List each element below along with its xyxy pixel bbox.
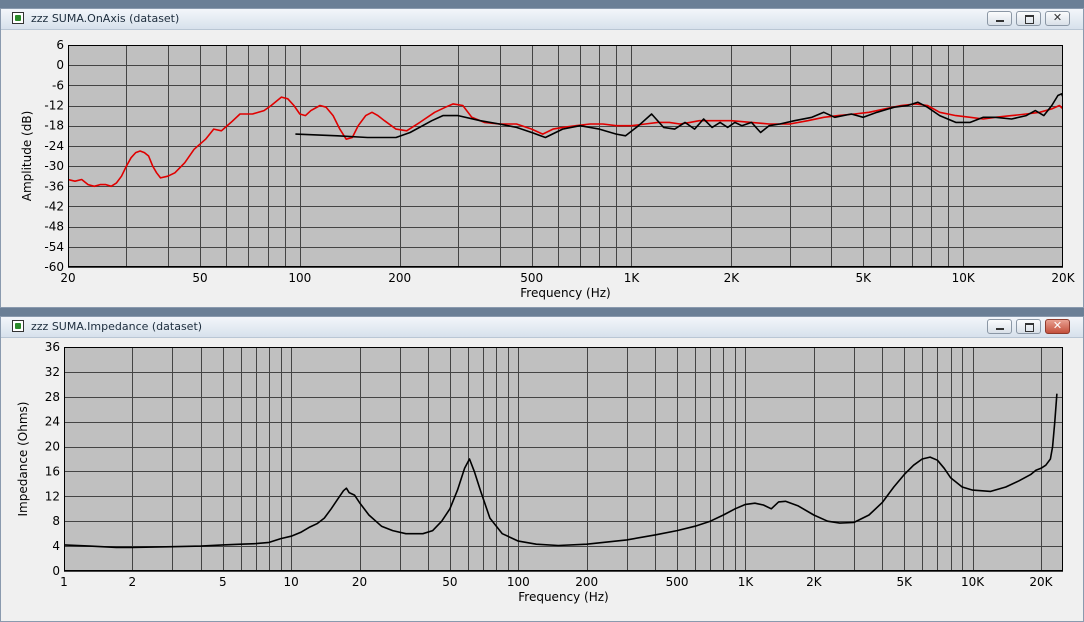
y-tick-label: -36 — [44, 179, 64, 193]
x-tick-label: 5K — [856, 271, 873, 285]
x-tick-label: 20K — [1029, 575, 1053, 589]
black-series-line — [295, 93, 1063, 139]
app-icon[interactable] — [12, 320, 24, 332]
x-tick-label: 2K — [724, 271, 741, 285]
maximize-button[interactable] — [1016, 319, 1041, 334]
x-tick-label: 100 — [507, 575, 530, 589]
x-tick-label: 500 — [520, 271, 543, 285]
x-tick-label: 200 — [388, 271, 411, 285]
y-tick-label: -24 — [44, 139, 64, 153]
plot-area — [68, 45, 1063, 267]
window-title: zzz SUMA.OnAxis (dataset) — [31, 12, 180, 25]
y-tick-label: 8 — [52, 514, 60, 528]
series-group — [64, 393, 1058, 549]
y-tick-label: 32 — [45, 365, 60, 379]
x-tick-label: 20 — [60, 271, 75, 285]
x-tick-label: 10 — [284, 575, 299, 589]
y-tick-label: -18 — [44, 119, 64, 133]
x-tick-label: 50 — [442, 575, 457, 589]
x-tick-label: 1 — [60, 575, 68, 589]
x-tick-label: 50 — [192, 271, 207, 285]
close-icon: ✕ — [1052, 319, 1063, 332]
app-icon[interactable] — [12, 12, 24, 24]
y-axis-label: Impedance (Ohms) — [16, 402, 30, 517]
minimize-icon — [996, 328, 1004, 330]
y-tick-labels: 36 32 28 24 20 16 12 8 4 0 — [45, 340, 60, 578]
y-tick-label: -48 — [44, 220, 64, 234]
y-tick-label: 36 — [45, 340, 60, 354]
y-tick-label: 20 — [45, 440, 60, 454]
close-button[interactable]: ✕ — [1045, 11, 1070, 26]
minimize-button[interactable] — [987, 319, 1012, 334]
x-tick-labels: 1 2 5 10 20 50 100 200 500 1K 2K 5K 10K 20K — [60, 575, 1054, 589]
y-tick-label: 0 — [52, 564, 60, 578]
y-tick-label: -42 — [44, 199, 64, 213]
impedance-window: zzz SUMA.Impedance (dataset) ✕ 36 32 28 24 2… — [0, 316, 1084, 622]
window-title: zzz SUMA.Impedance (dataset) — [31, 320, 203, 333]
x-tick-label: 5K — [896, 575, 913, 589]
y-axis-label: Amplitude (dB) — [20, 111, 34, 202]
y-tick-label: -12 — [44, 99, 64, 113]
plot-border — [64, 347, 1063, 571]
x-tick-label: 2 — [129, 575, 137, 589]
x-tick-label: 2K — [806, 575, 823, 589]
x-tick-label: 100 — [288, 271, 311, 285]
black-series-line — [64, 393, 1058, 549]
y-tick-label: -54 — [44, 240, 64, 254]
minimize-icon — [996, 20, 1004, 22]
y-tick-label: -6 — [52, 78, 64, 92]
title-bar[interactable]: zzz SUMA.OnAxis (dataset) ✕ — [1, 9, 1083, 30]
y-tick-label: 0 — [56, 58, 64, 72]
close-icon: ✕ — [1052, 11, 1063, 24]
x-tick-label: 10K — [961, 575, 985, 589]
close-button[interactable]: ✕ — [1045, 319, 1070, 334]
y-tick-label: 24 — [45, 415, 60, 429]
onaxis-window: zzz SUMA.OnAxis (dataset) ✕ 6 0 -6 -12 -18 -2… — [0, 8, 1084, 308]
x-tick-label: 10K — [952, 271, 976, 285]
y-tick-label: 6 — [56, 38, 64, 52]
y-tick-label: 28 — [45, 390, 60, 404]
title-bar[interactable]: zzz SUMA.Impedance (dataset) ✕ — [1, 317, 1083, 338]
y-tick-label: -60 — [44, 260, 64, 274]
x-tick-labels: 20 50 100 200 500 1K 2K 5K 10K 20K — [60, 271, 1075, 285]
maximize-icon — [1025, 323, 1034, 332]
y-tick-label: 16 — [45, 464, 60, 478]
y-tick-label: -30 — [44, 159, 64, 173]
x-tick-label: 20 — [352, 575, 367, 589]
x-gridlines — [126, 45, 964, 267]
x-axis-label: Frequency (Hz) — [518, 590, 609, 604]
x-tick-label: 5 — [219, 575, 227, 589]
series-group — [68, 93, 1063, 188]
y-tick-labels: 6 0 -6 -12 -18 -24 -30 -36 -42 -48 -54 -60 — [44, 38, 64, 274]
x-axis-label: Frequency (Hz) — [520, 286, 611, 300]
x-tick-label: 20K — [1051, 271, 1075, 285]
maximize-icon — [1025, 15, 1034, 24]
minimize-button[interactable] — [987, 11, 1012, 26]
maximize-button[interactable] — [1016, 11, 1041, 26]
y-tick-label: 4 — [52, 539, 60, 553]
plot-area — [64, 347, 1063, 571]
x-tick-label: 500 — [666, 575, 689, 589]
x-tick-label: 200 — [575, 575, 598, 589]
x-tick-label: 1K — [738, 575, 755, 589]
y-gridlines — [64, 347, 1063, 572]
plot-border — [68, 45, 1063, 267]
y-tick-label: 12 — [45, 489, 60, 503]
x-tick-label: 1K — [624, 271, 641, 285]
